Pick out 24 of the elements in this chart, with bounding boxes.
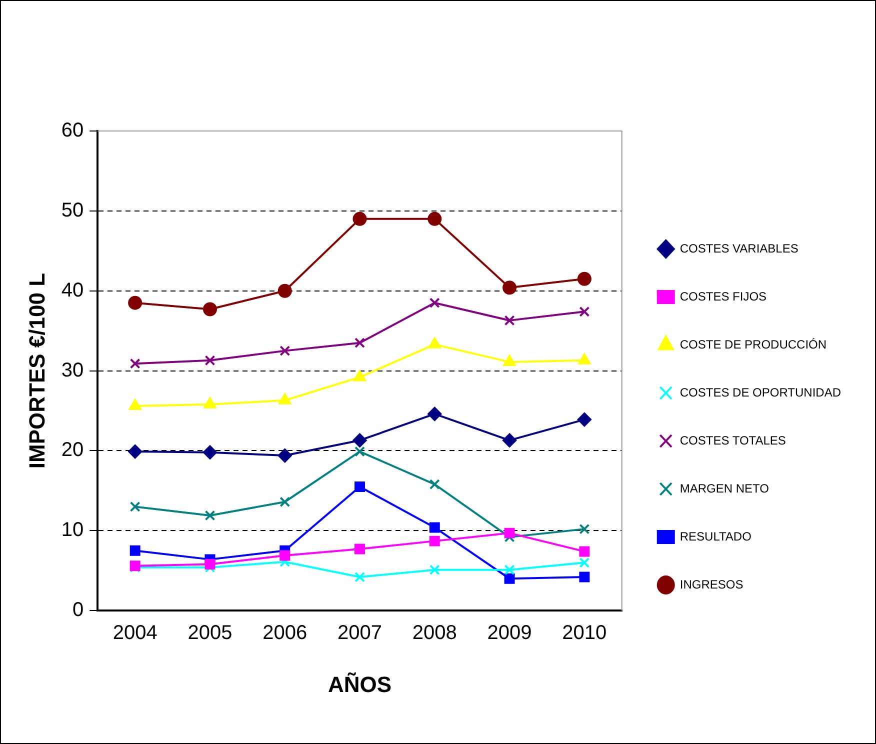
y-tick-label: 40 (61, 279, 84, 302)
legend-label: COSTES DE OPORTUNIDAD (680, 385, 842, 400)
y-tick-label: 0 (72, 599, 84, 622)
y-axis-title: IMPORTES €/100 L (24, 272, 50, 469)
legend-label: RESULTADO (680, 529, 752, 544)
y-tick-label: 30 (61, 359, 84, 382)
x-tick-label: 2005 (188, 622, 232, 644)
legend-label: MARGEN NETO (680, 481, 769, 496)
y-tick-label: 60 (61, 120, 84, 142)
legend-label: COSTES TOTALES (680, 433, 786, 448)
legend-label: COSTE DE PRODUCCIÓN (680, 337, 827, 352)
x-tick-label: 2010 (562, 622, 607, 644)
x-tick-label: 2004 (112, 622, 158, 644)
legend-label: INGRESOS (680, 577, 744, 592)
x-tick-label: 2008 (412, 622, 457, 644)
legend-label: COSTES FIJOS (680, 289, 767, 304)
x-tick-label: 2007 (338, 622, 382, 644)
x-axis-title: AÑOS (328, 672, 392, 697)
x-tick-label: 2006 (262, 622, 308, 644)
y-tick-label: 10 (61, 519, 84, 542)
y-tick-label: 50 (61, 199, 84, 222)
x-tick-label: 2009 (487, 622, 532, 644)
y-tick-label: 20 (61, 439, 84, 462)
legend-label: COSTES VARIABLES (680, 241, 798, 256)
